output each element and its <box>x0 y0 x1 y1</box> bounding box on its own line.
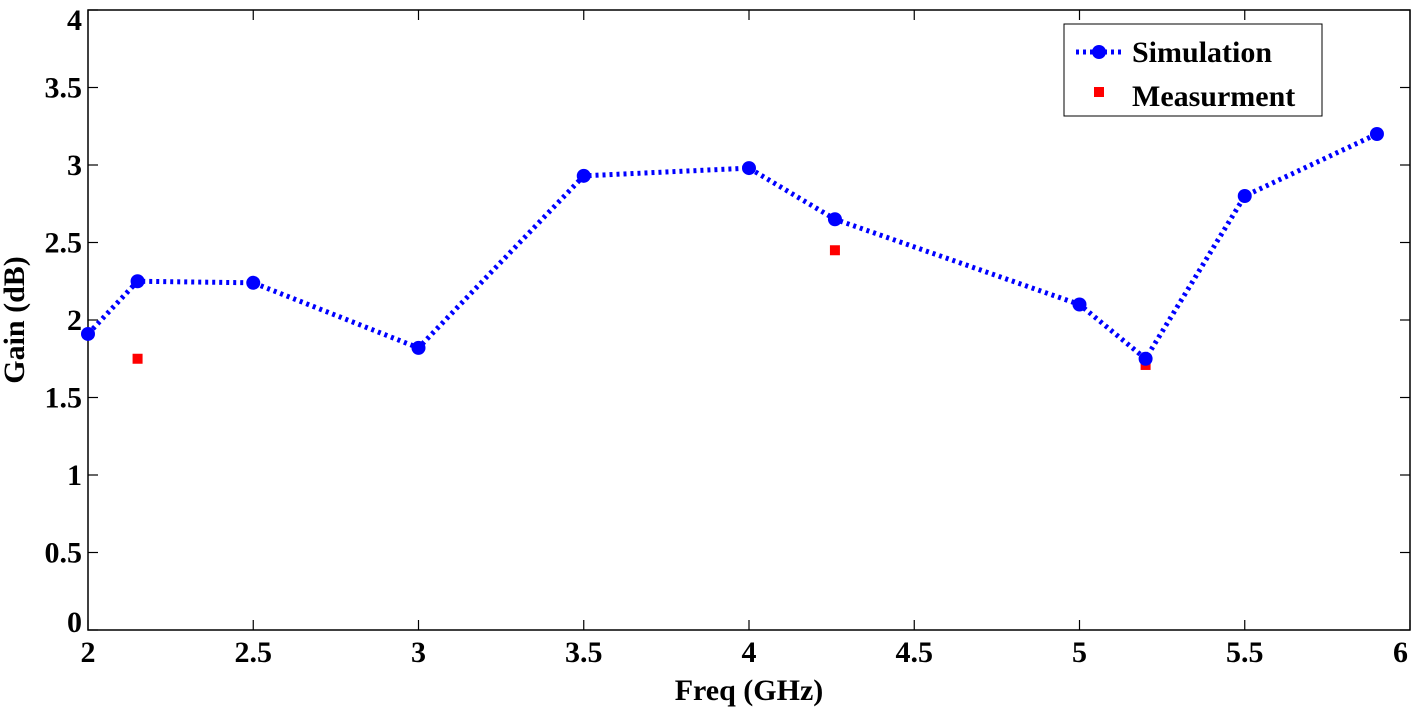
simulation-line <box>86 131 1379 363</box>
x-tick-label: 2.5 <box>235 636 273 669</box>
simulation-point <box>576 168 591 183</box>
y-tick-label: 2.5 <box>45 227 83 260</box>
simulation-point <box>1237 189 1252 203</box>
measurment-point <box>132 353 143 364</box>
measurment-point <box>829 245 840 256</box>
x-tick-label: 5 <box>1072 636 1087 669</box>
simulation-point <box>827 212 842 227</box>
x-tick-label: 4.5 <box>896 636 934 669</box>
y-tick-label: 4 <box>67 4 82 37</box>
x-tick-label: 3.5 <box>565 636 603 669</box>
y-tick-label: 3.5 <box>45 72 83 105</box>
x-axis-title: Freq (GHz) <box>675 674 824 707</box>
simulation-point <box>1072 297 1087 312</box>
series-layer <box>81 127 1384 370</box>
x-tick-label: 4 <box>742 636 757 669</box>
y-tick-label: 0.5 <box>45 537 83 570</box>
axis-ticks <box>87 9 1411 631</box>
legend-box <box>1063 23 1323 117</box>
legend-simulation-marker <box>1092 45 1106 59</box>
simulation-point <box>1138 351 1153 366</box>
legend-measurment-marker <box>1094 87 1104 97</box>
tick-labels: 2 2.5 3 3.5 4 4.5 5 5.5 6 0 0.5 1 1.5 2 2.5 3 3.5 4 <box>45 4 1409 669</box>
x-tick-label: 6 <box>1393 636 1408 669</box>
x-tick-label: 5.5 <box>1226 636 1264 669</box>
y-tick-label: 1.5 <box>45 382 83 415</box>
simulation-point <box>1369 127 1384 141</box>
simulation-point <box>742 161 756 176</box>
simulation-point <box>246 275 261 290</box>
simulation-point <box>130 274 145 289</box>
y-tick-label: 2 <box>67 304 82 337</box>
legend: Simulation Measurment <box>1063 23 1323 117</box>
y-tick-label: 0 <box>67 606 82 639</box>
y-tick-label: 3 <box>67 149 82 182</box>
legend-measurment-label: Measurment <box>1132 80 1295 113</box>
y-tick-label: 1 <box>67 459 82 492</box>
x-tick-label: 2 <box>81 636 96 669</box>
legend-simulation-label: Simulation <box>1132 36 1272 69</box>
x-tick-label: 3 <box>411 636 426 669</box>
y-axis-title: Gain (dB) <box>0 256 31 384</box>
simulation-point <box>411 340 426 355</box>
simulation-point <box>81 326 95 341</box>
